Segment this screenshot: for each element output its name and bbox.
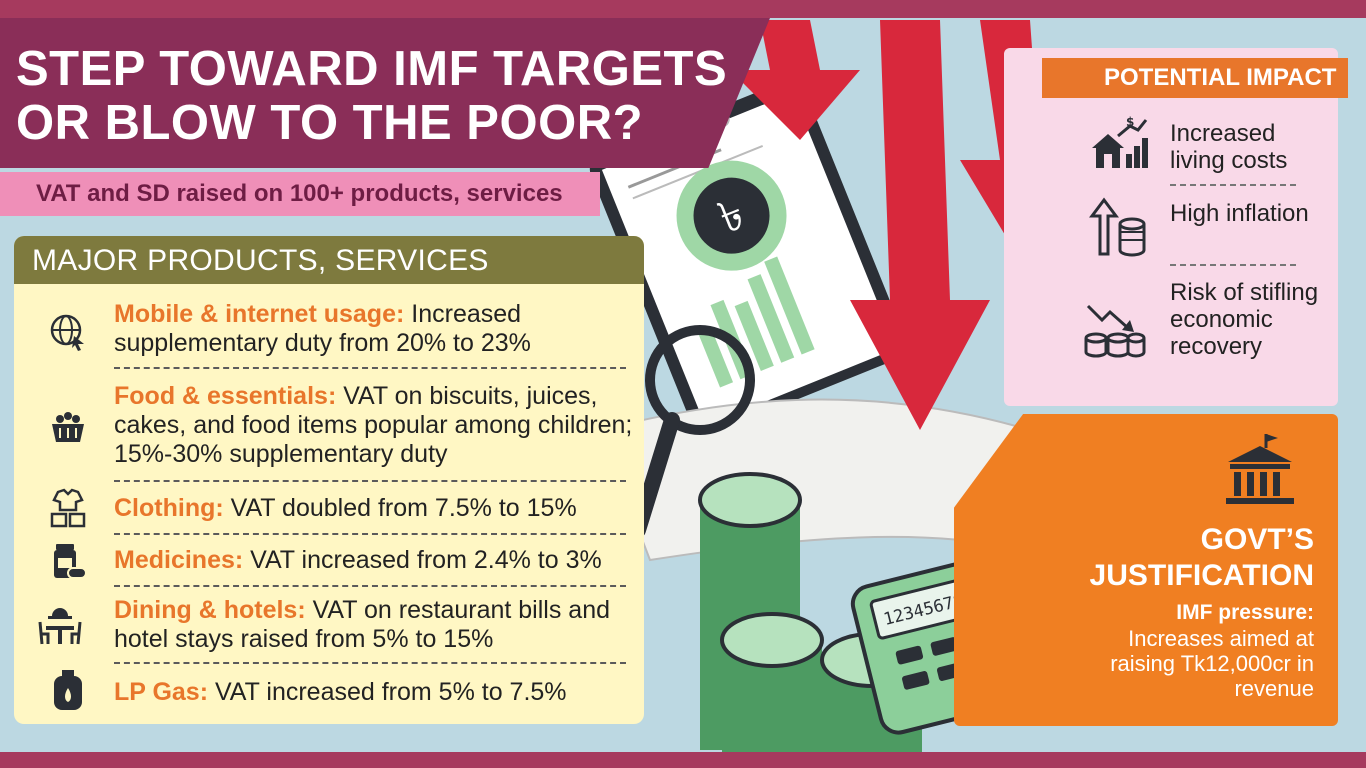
impact-text-economic-recovery: Risk of stifling economic recovery: [1170, 279, 1319, 360]
subtitle-band: [0, 172, 600, 216]
item-label: Mobile & internet usage:: [114, 300, 405, 328]
item-label: LP Gas:: [114, 678, 209, 706]
gas-cylinder-icon: [54, 670, 82, 710]
divider: [114, 367, 626, 369]
major-products-title: MAJOR PRODUCTS, SERVICES: [32, 244, 489, 277]
title-band: [0, 18, 770, 168]
item-text: VAT on restaurant bills and hotel stays …: [114, 596, 610, 653]
impact-text-living-costs: Increased living costs: [1170, 120, 1288, 174]
divider: [1170, 264, 1296, 266]
title-line-2: OR BLOW TO THE POOR?: [16, 96, 644, 150]
impact-text-inflation: High inflation: [1170, 200, 1309, 227]
medicine-icon: [54, 544, 87, 579]
bottom-border: [0, 752, 1366, 768]
page-subtitle: VAT and SD raised on 100+ products, serv…: [36, 180, 563, 207]
govt-justification-title: GOVT’S JUSTIFICATION: [1080, 522, 1314, 594]
svg-text:$: $: [1126, 116, 1134, 129]
government-building-icon: [1226, 434, 1294, 504]
rising-coins-icon: [1089, 197, 1146, 257]
list-item-dining-hotels: Dining & hotels: VAT on restaurant bills…: [114, 596, 634, 654]
list-item-food-essentials: Food & essentials: VAT on biscuits, juic…: [114, 382, 634, 469]
list-item-medicines: Medicines: VAT increased from 2.4% to 3%: [114, 546, 634, 575]
falling-coins-icon: [1084, 304, 1146, 358]
item-label: Clothing:: [114, 494, 224, 522]
item-label: Food & essentials:: [114, 382, 337, 410]
clothing-icon: [50, 488, 86, 528]
govt-title-line-1: GOVT’S: [1200, 523, 1314, 556]
list-item-mobile-internet: Mobile & internet usage: Increased suppl…: [114, 300, 634, 358]
item-label: Dining & hotels:: [114, 596, 306, 624]
list-item-clothing: Clothing: VAT doubled from 7.5% to 15%: [114, 494, 634, 523]
govt-justification-text: Increases aimed at raising Tk12,000cr in…: [1110, 626, 1314, 701]
item-label: Medicines:: [114, 546, 244, 574]
divider: [1170, 184, 1296, 186]
list-item-lp-gas: LP Gas: VAT increased from 5% to 7.5%: [114, 678, 634, 707]
potential-impact-panel: [1004, 48, 1338, 406]
dining-table-icon: [38, 608, 82, 645]
divider: [114, 533, 626, 535]
item-text: VAT on biscuits, juices, cakes, and food…: [114, 382, 633, 468]
govt-title-line-2: JUSTIFICATION: [1089, 559, 1314, 592]
title-line-1: STEP TOWARD IMF TARGETS: [16, 42, 728, 96]
page-title: STEP TOWARD IMF TARGETS OR BLOW TO THE P…: [16, 42, 736, 150]
food-basket-icon: [52, 412, 84, 442]
divider: [114, 585, 626, 587]
house-rising-chart-icon: $: [1092, 116, 1148, 168]
item-text: VAT increased from 5% to 7.5%: [214, 678, 567, 706]
globe-cursor-icon: [50, 314, 84, 351]
potential-impact-title: POTENTIAL IMPACT: [1104, 64, 1337, 91]
major-products-header: [14, 236, 644, 284]
top-border: [0, 0, 1366, 18]
item-text: Increased supplementary duty from 20% to…: [114, 300, 531, 357]
divider: [114, 480, 626, 482]
divider: [114, 662, 626, 664]
item-text: VAT doubled from 7.5% to 15%: [230, 494, 577, 522]
govt-justification-subtitle: IMF pressure:: [1176, 601, 1314, 624]
potential-impact-tab: [1042, 58, 1348, 98]
item-text: VAT increased from 2.4% to 3%: [250, 546, 602, 574]
